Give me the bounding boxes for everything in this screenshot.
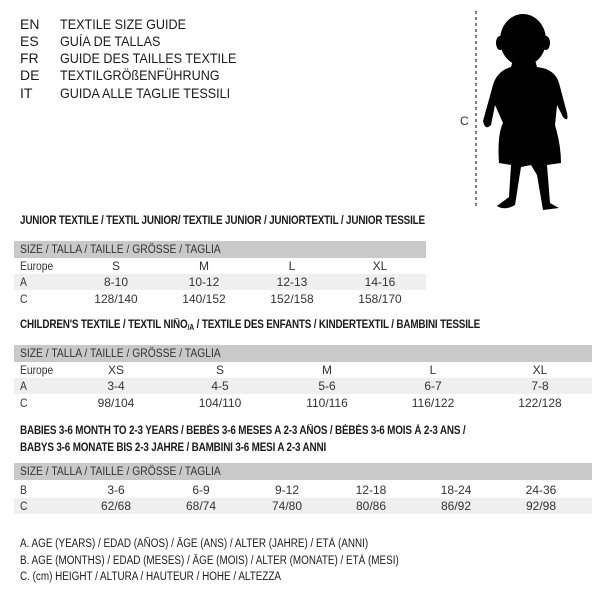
table-header-label: SIZE / TALLA / TAILLE / GRÖSSE / TAGLIA — [20, 242, 221, 256]
table-title: BABYS 3-6 MONATE BIS 2-3 JAHRE / BAMBINI… — [20, 442, 327, 454]
table-title-subscript: /A — [187, 323, 195, 332]
table-row: C 62/68 68/74 74/80 80/86 86/92 92/98 — [14, 498, 592, 514]
language-title-text: GUIDE DES TAILLES TEXTILE — [60, 50, 237, 66]
legend-item: C. (cm) HEIGHT / ALTURA / HAUTEUR / HÖHE… — [20, 571, 282, 583]
table-row: C 98/104 104/110 110/116 116/122 122/128 — [14, 395, 592, 411]
table-cell: 122/128 — [518, 396, 562, 410]
table-cell: 86/92 — [440, 499, 472, 513]
language-code: EN — [20, 16, 40, 32]
row-label: Europe — [20, 259, 54, 273]
table-cell: 158/170 — [358, 292, 402, 306]
table-cell: 5-6 — [318, 379, 336, 393]
table-cell: 10-12 — [188, 275, 220, 289]
table-cell: L — [429, 363, 437, 377]
table-row: C 128/140 140/152 152/158 158/170 — [14, 291, 426, 307]
table-header: SIZE / TALLA / TAILLE / GRÖSSE / TAGLIA — [14, 463, 592, 480]
table-cell: 140/152 — [182, 292, 226, 306]
table-cell: 92/98 — [525, 499, 557, 513]
table-title-part: / TEXTILE DES ENFANTS / KINDERTEXTIL / B… — [194, 319, 481, 331]
language-code: ES — [20, 33, 39, 49]
table-cell: 7-8 — [531, 379, 549, 393]
table-cell: 68/74 — [185, 499, 217, 513]
table-cell: 8-10 — [103, 275, 129, 289]
table-title: BABIES 3-6 MONTH TO 2-3 YEARS / BEBÉS 3-… — [20, 425, 466, 437]
table-header-label: SIZE / TALLA / TAILLE / GRÖSSE / TAGLIA — [20, 464, 221, 478]
language-code: DE — [20, 67, 40, 83]
table-title-part: CHILDREN'S TEXTILE / TEXTIL NIÑO — [20, 319, 188, 331]
table-header: SIZE / TALLA / TAILLE / GRÖSSE / TAGLIA — [14, 241, 426, 258]
table-cell: XL — [372, 259, 388, 273]
table-cell: 3-6 — [107, 483, 125, 497]
table-cell: 4-5 — [211, 379, 229, 393]
table-cell: 74/80 — [271, 499, 303, 513]
row-label: C — [20, 292, 28, 306]
table-row: Europe S M L XL — [14, 258, 426, 274]
language-title-text: TEXTILE SIZE GUIDE — [60, 16, 187, 32]
row-label: A — [20, 379, 27, 393]
language-title-text: GUIDA ALLE TAGLIE TESSILI — [60, 85, 231, 101]
table-cell: 62/68 — [100, 499, 132, 513]
table-cell: 116/122 — [411, 396, 455, 410]
table-row: B 3-6 6-9 9-12 12-18 18-24 24-36 — [14, 482, 592, 498]
table-row: A 8-10 10-12 12-13 14-16 — [14, 274, 426, 290]
table-cell: 128/140 — [94, 292, 138, 306]
language-title-text: GUÍA DE TALLAS — [60, 33, 161, 49]
table-cell: 18-24 — [440, 483, 472, 497]
row-label: C — [20, 396, 28, 410]
table-header-label: SIZE / TALLA / TAILLE / GRÖSSE / TAGLIA — [20, 346, 221, 360]
row-label: C — [20, 499, 28, 513]
height-measure-label: C — [460, 114, 469, 128]
baby-silhouette-icon — [483, 14, 568, 210]
row-label: A — [20, 275, 27, 289]
table-cell: 14-16 — [364, 275, 396, 289]
table-cell: 24-36 — [525, 483, 557, 497]
table-cell: 80/86 — [355, 499, 387, 513]
table-cell: 12-13 — [276, 275, 308, 289]
legend-item: B. AGE (MONTHS) / EDAD (MESES) / ÂGE (MO… — [20, 555, 399, 567]
legend-item: A. AGE (YEARS) / EDAD (AÑOS) / ÂGE (ANS)… — [20, 538, 369, 550]
row-label: B — [20, 483, 27, 497]
table-cell: XL — [532, 363, 548, 377]
language-code: FR — [20, 50, 39, 66]
table-cell: 152/158 — [270, 292, 314, 306]
table-cell: 12-18 — [355, 483, 387, 497]
table-cell: 110/116 — [306, 396, 348, 410]
table-cell: XS — [107, 363, 124, 377]
table-title: CHILDREN'S TEXTILE / TEXTIL NIÑO/A / TEX… — [20, 319, 480, 332]
row-label: Europe — [20, 363, 54, 377]
table-cell: S — [215, 363, 224, 377]
table-cell: M — [199, 259, 209, 273]
language-code: IT — [20, 85, 33, 101]
height-figure: C — [460, 11, 568, 210]
table-cell: M — [322, 363, 332, 377]
table-cell: 6-7 — [424, 379, 442, 393]
table-header: SIZE / TALLA / TAILLE / GRÖSSE / TAGLIA — [14, 345, 592, 362]
table-cell: S — [111, 259, 120, 273]
table-row: Europe XS S M L XL — [14, 362, 592, 378]
table-cell: 104/110 — [198, 396, 242, 410]
table-title: JUNIOR TEXTILE / TEXTIL JUNIOR/ TEXTILE … — [20, 215, 425, 227]
table-cell: 9-12 — [274, 483, 300, 497]
table-cell: 3-4 — [107, 379, 125, 393]
table-cell: 98/104 — [97, 396, 135, 410]
table-cell: 6-9 — [192, 483, 210, 497]
language-title-text: TEXTILGRÖßENFÜHRUNG — [60, 67, 220, 83]
table-cell: L — [288, 259, 296, 273]
table-row: A 3-4 4-5 5-6 6-7 7-8 — [14, 378, 592, 394]
